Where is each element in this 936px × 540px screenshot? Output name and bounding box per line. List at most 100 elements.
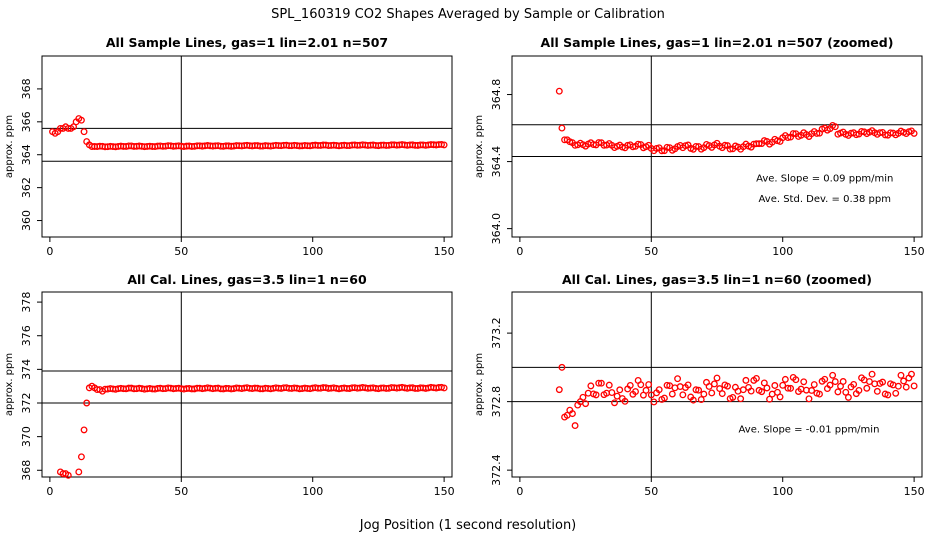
data-point	[700, 390, 708, 398]
panel-cal-lines: All Cal. Lines, gas=3.5 lin=1 n=60 0 50 100…	[4, 272, 455, 498]
data-point	[808, 387, 816, 394]
data-point	[626, 381, 634, 389]
y-tick-label: 364.4	[490, 146, 503, 178]
data-point	[752, 374, 760, 382]
x-tick-label: 0	[516, 485, 523, 498]
data-point	[629, 143, 637, 151]
data-point	[902, 383, 910, 391]
data-point	[826, 381, 834, 389]
data-point	[645, 381, 653, 389]
data-point	[440, 384, 448, 392]
data-point	[684, 381, 692, 389]
data-point	[692, 142, 700, 150]
data-point	[80, 128, 88, 136]
data-point	[816, 390, 823, 398]
data-point	[679, 391, 687, 399]
y-tick-label: 364	[20, 144, 33, 165]
data-point	[813, 129, 821, 137]
y-tick-label: 366	[20, 111, 33, 132]
data-point	[632, 388, 639, 395]
y-axis-label: approx. ppm	[4, 115, 15, 178]
data-point	[440, 141, 448, 149]
x-axis-label: Jog Position (1 second resolution)	[359, 518, 577, 533]
data-point	[879, 378, 887, 386]
data-point	[674, 375, 682, 383]
panel-title: All Sample Lines, gas=1 lin=2.01 n=507 (…	[541, 35, 894, 50]
data-point	[438, 140, 445, 148]
y-tick-label: 360	[20, 210, 33, 231]
x-tick-label: 100	[302, 245, 323, 258]
data-point	[831, 123, 839, 131]
data-point	[571, 422, 579, 430]
data-point	[784, 134, 792, 142]
data-point	[729, 393, 737, 401]
data-point	[558, 124, 566, 132]
data-point	[555, 87, 563, 95]
data-point	[83, 399, 91, 407]
y-axis-label: approx. ppm	[474, 115, 485, 178]
data-point	[758, 388, 766, 396]
x-tick-label: 100	[772, 245, 793, 258]
data-point	[77, 116, 85, 124]
stats-annotation: Ave. Std. Dev. = 0.38 ppm	[759, 194, 891, 205]
panel-cal-lines-zoomed: All Cal. Lines, gas=3.5 lin=1 n=60 (zoom…	[474, 272, 925, 498]
x-tick-label: 150	[904, 485, 925, 498]
data-point	[763, 384, 771, 392]
y-tick-label: 364.0	[490, 213, 503, 245]
y-tick-label: 376	[20, 325, 33, 346]
data-point	[855, 386, 863, 394]
data-point	[642, 386, 650, 394]
x-tick-label: 150	[904, 245, 925, 258]
data-point	[587, 382, 595, 390]
data-point	[655, 386, 663, 394]
data-point	[910, 129, 918, 137]
data-point	[781, 375, 789, 383]
data-point	[784, 384, 792, 392]
data-point	[710, 380, 718, 388]
data-point	[595, 139, 603, 147]
plot-frame	[511, 291, 923, 478]
x-tick-label: 100	[302, 485, 323, 498]
y-tick-label: 378	[20, 292, 33, 313]
stats-annotation: Ave. Slope = -0.01 ppm/min	[739, 424, 880, 435]
data-point	[805, 395, 813, 403]
data-point	[705, 382, 713, 390]
plot-frame	[511, 55, 923, 238]
data-point	[713, 374, 721, 382]
data-point	[868, 370, 876, 378]
data-point	[689, 396, 697, 404]
data-point	[839, 378, 847, 385]
stats-annotation: Ave. Slope = 0.09 ppm/min	[756, 174, 893, 185]
data-point	[555, 386, 563, 394]
data-point	[658, 147, 666, 155]
data-point	[892, 389, 900, 397]
data-point	[834, 388, 842, 396]
data-point	[637, 381, 645, 389]
data-point	[821, 375, 829, 383]
data-point	[592, 391, 600, 399]
y-tick-label: 372.4	[490, 454, 503, 486]
data-point	[726, 145, 734, 153]
data-point	[742, 376, 750, 384]
data-point	[608, 389, 616, 397]
x-tick-label: 0	[46, 245, 53, 258]
data-point	[900, 377, 908, 385]
y-axis-label: approx. ppm	[4, 353, 15, 416]
data-point	[737, 395, 745, 403]
data-point	[910, 382, 918, 390]
data-point	[842, 388, 850, 396]
data-point	[747, 387, 755, 395]
x-tick-label: 50	[174, 485, 188, 498]
data-point	[884, 391, 892, 399]
data-point	[634, 140, 642, 148]
data-point	[708, 389, 716, 397]
y-tick-label: 370	[20, 426, 33, 447]
y-tick-label: 373.2	[490, 317, 503, 349]
data-point	[579, 393, 587, 401]
data-point	[597, 379, 605, 387]
x-tick-label: 50	[644, 485, 658, 498]
data-point	[75, 468, 83, 476]
data-point	[80, 426, 88, 434]
data-point	[668, 390, 676, 398]
